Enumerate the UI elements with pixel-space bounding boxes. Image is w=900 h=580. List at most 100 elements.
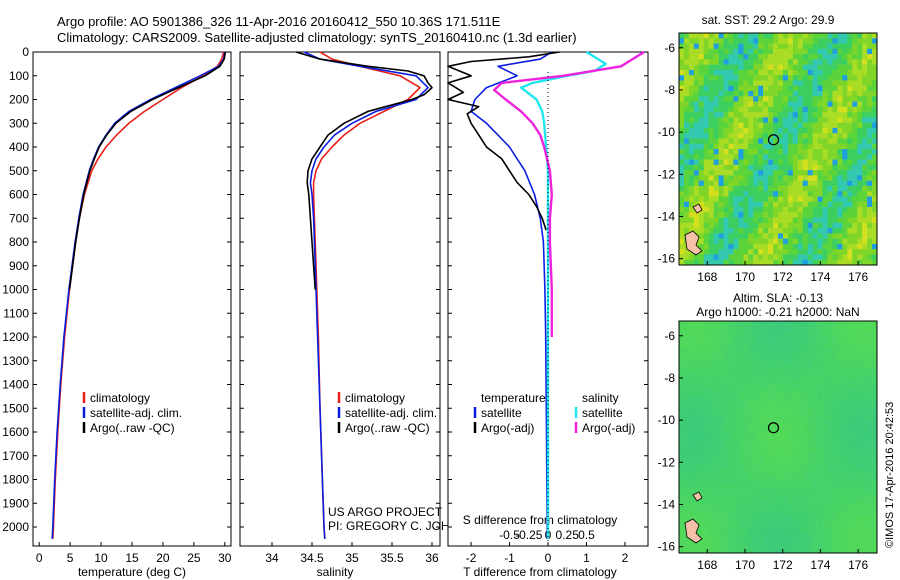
sla-map-cell [708,347,714,353]
sla-map-cell [822,405,828,411]
sst-map-cell [773,180,779,187]
sla-map-cell [817,484,823,491]
sst-map-cell [817,85,823,92]
sla-map-cell [857,400,863,406]
sla-map-cell [837,537,843,543]
sla-map-cell [679,473,685,480]
sla-map-cell [802,489,808,496]
sla-map-cell [807,363,813,369]
sla-map-cell [827,379,833,385]
sla-map-cell [718,510,724,517]
sst-map-cell [832,80,838,87]
sla-map-cell [748,500,754,506]
sst-map-cell [763,138,769,145]
sla-map-cell [693,394,700,401]
sla-map-cell [758,484,764,491]
sst-map-cell [693,122,700,129]
sla-map-cell [778,379,784,385]
sla-map-cell [822,510,828,517]
sla-map-cell [822,347,828,353]
sst-map-cell [817,54,823,60]
sla-map-cell [817,489,823,496]
sst-map-cell [733,233,739,239]
sla-map-cell [743,473,749,480]
sla-map-cell [748,342,754,348]
sst-map-cell [743,149,749,155]
sla-map-cell [837,410,843,417]
sst-map-cell [718,59,724,65]
sst-map-cell [812,201,818,208]
sst-map-cell [683,43,690,50]
sst-map-cell [728,138,734,145]
sla-map-cell [827,336,833,343]
sla-map-cell [822,447,828,454]
sst-map-cell [698,191,705,197]
sst-map-cell [718,159,724,166]
sla-map-cell [773,421,779,427]
sst-map-cell [738,101,744,108]
sst-map-cell [688,212,695,218]
sst-map-cell [713,149,719,155]
temperature-ytick-label: 100 [9,69,29,83]
sla-map-cell [713,495,719,501]
sst-map-cell [708,149,714,155]
sst-map-cell [872,217,878,224]
sla-map-cell [753,516,759,522]
sla-map-cell [782,468,789,475]
sla-map-cell [718,537,724,543]
sst-map-cell [763,85,769,92]
sla-map-cell [847,463,853,469]
sst-map-cell [768,159,774,166]
sst-map-cell [847,222,853,229]
sst-map-cell [723,249,729,255]
sla-map-cell [867,479,873,485]
sla-map-cell [778,368,784,375]
sla-map-cell [787,363,794,369]
sla-map-cell [728,373,734,380]
sst-map-cell [698,64,705,71]
sst-map-cell [817,48,823,55]
sla-map-cell [797,489,804,496]
sla-map-cell [787,521,794,527]
sla-map-cell [708,489,714,496]
sla-map-cell [822,479,828,485]
sla-map-cell [743,384,749,390]
sst-map-cell [842,170,848,176]
sla-map-cell [748,352,754,359]
sla-map-cell [792,336,799,343]
sla-map-cell [728,368,734,375]
sla-map-cell [827,363,833,369]
sla-map-cell [683,321,690,327]
sst-map-cell [827,222,833,229]
sla-map-cell [847,500,853,506]
sst-map-cell [758,122,764,129]
sst-map-cell [738,228,744,234]
sla-map-cell [743,500,749,506]
sla-map-cell [842,400,848,406]
sst-map-cell [857,112,863,118]
sla-map-cell [723,421,729,427]
sst-map-cell [842,259,848,266]
sst-map-cell [832,117,838,123]
sla-map-frame [678,320,878,554]
sla-map-cell [872,500,878,506]
sst-map-cell [807,127,813,134]
sst-map-cell [753,96,759,102]
sst-map-cell [778,159,784,166]
sla-map-cell [837,510,843,517]
sst-map-cell [787,233,794,239]
sst-map-cell [698,96,705,102]
sst-map-cell [679,228,685,234]
sla-map-cell [822,516,828,522]
sla-map-cell [713,531,719,538]
sst-map-cell [738,217,744,224]
sla-map-cell [807,547,813,554]
sla-map-cell [698,479,705,485]
sla-map-cell [792,394,799,401]
sla-map-cell [748,463,754,469]
sla-map-cell [862,547,868,554]
sla-map-cell [797,321,804,327]
sla-map-cell [852,531,858,538]
sla-map-cell [758,521,764,527]
sst-map-cell [872,48,878,55]
